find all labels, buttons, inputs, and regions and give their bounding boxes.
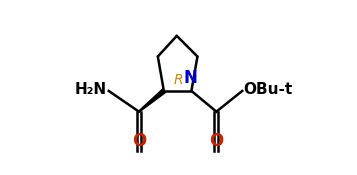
Text: N: N	[183, 69, 197, 87]
Text: R: R	[174, 73, 183, 87]
Polygon shape	[139, 89, 165, 112]
Text: H₂N: H₂N	[75, 82, 107, 97]
Text: O: O	[209, 131, 223, 149]
Text: OBu-t: OBu-t	[243, 82, 292, 97]
Text: O: O	[132, 131, 146, 149]
